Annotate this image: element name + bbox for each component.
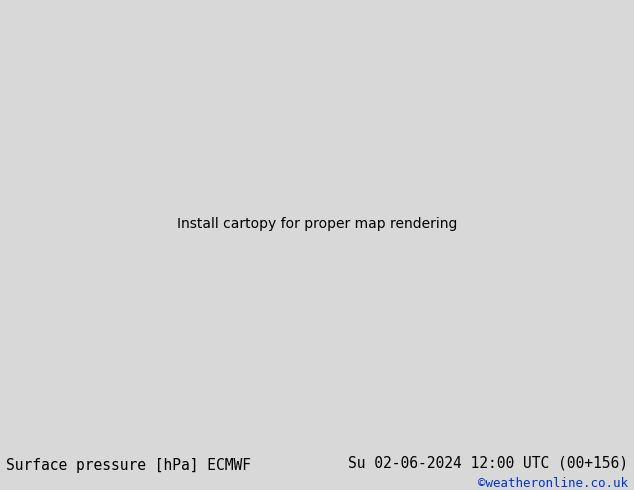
Text: Su 02-06-2024 12:00 UTC (00+156): Su 02-06-2024 12:00 UTC (00+156) bbox=[347, 455, 628, 470]
Text: ©weatheronline.co.uk: ©weatheronline.co.uk bbox=[477, 477, 628, 490]
Text: Install cartopy for proper map rendering: Install cartopy for proper map rendering bbox=[177, 217, 457, 231]
Text: Surface pressure [hPa] ECMWF: Surface pressure [hPa] ECMWF bbox=[6, 458, 251, 472]
